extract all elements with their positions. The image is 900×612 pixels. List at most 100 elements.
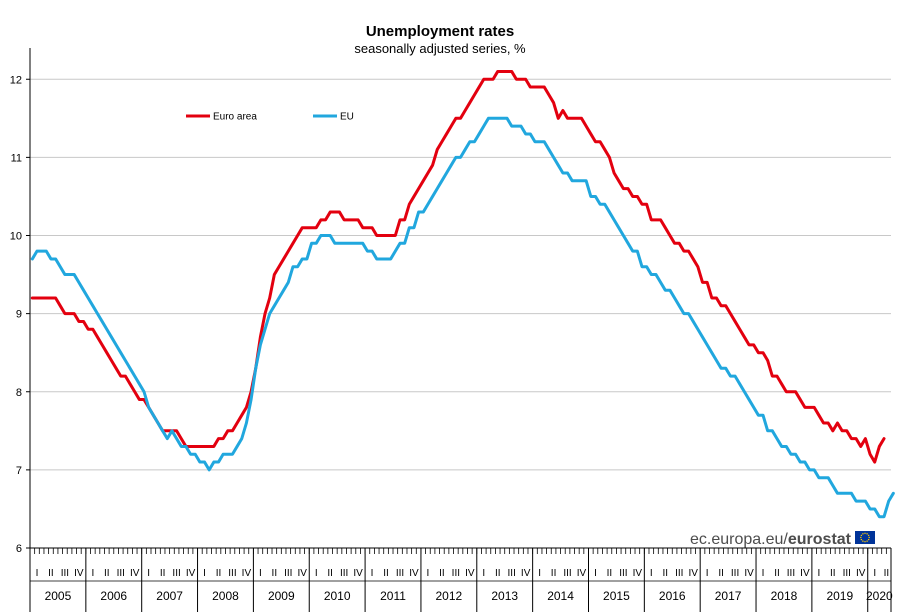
- series-line-euro-area: [30, 69, 886, 464]
- x-year-label: 2010: [324, 589, 351, 603]
- x-quarter-label: IV: [800, 568, 810, 579]
- x-quarter-label: I: [482, 568, 485, 579]
- eu-flag-star: [864, 541, 866, 543]
- x-quarter-label: III: [563, 568, 571, 579]
- eu-flag-star: [862, 533, 864, 535]
- brand-text-bold: eurostat: [788, 531, 852, 548]
- x-quarter-label: III: [340, 568, 348, 579]
- y-axis-ticks: 6 7 8 9 10 11 12: [10, 74, 30, 555]
- y-tick-label: 10: [10, 231, 22, 243]
- x-quarter-label: III: [508, 568, 516, 579]
- eu-flag-star: [868, 536, 870, 539]
- x-quarter-label: I: [538, 568, 541, 579]
- chart-subtitle: seasonally adjusted series, %: [354, 41, 526, 56]
- x-quarter-label: II: [216, 568, 222, 579]
- x-year-label: 2020: [866, 589, 893, 603]
- x-quarter-label: IV: [577, 568, 587, 579]
- x-quarter-label: III: [61, 568, 69, 579]
- x-quarter-label: III: [787, 568, 795, 579]
- x-quarter-label: IV: [353, 568, 363, 579]
- x-quarter-label: III: [172, 568, 180, 579]
- eu-flag-star: [860, 534, 863, 537]
- eu-flag-icon: [855, 531, 875, 544]
- y-tick-label: 7: [16, 465, 22, 477]
- x-year-label: 2011: [380, 589, 406, 603]
- x-quarter-label: I: [91, 568, 94, 579]
- x-quarter-label: I: [427, 568, 430, 579]
- x-quarter-label: I: [706, 568, 709, 579]
- x-quarter-label: IV: [242, 568, 252, 579]
- x-year-label: 2018: [771, 589, 798, 603]
- x-quarter-label: IV: [633, 568, 643, 579]
- x-quarter-label: IV: [521, 568, 531, 579]
- eu-flag-star: [860, 536, 862, 539]
- x-quarter-label: I: [650, 568, 653, 579]
- x-year-label: 2019: [826, 589, 853, 603]
- x-quarter-label: III: [452, 568, 460, 579]
- x-quarter-label: III: [396, 568, 404, 579]
- eu-flag-star: [867, 534, 870, 537]
- x-quarter-label: IV: [130, 568, 140, 579]
- x-quarter-label: II: [327, 568, 333, 579]
- x-quarter-label: II: [607, 568, 613, 579]
- x-quarter-label: I: [762, 568, 765, 579]
- x-quarter-label: II: [272, 568, 278, 579]
- x-quarter-label: I: [203, 568, 206, 579]
- legend: Euro area EU: [186, 112, 354, 123]
- legend-label-eu: EU: [340, 112, 354, 123]
- x-quarter-label: I: [315, 568, 318, 579]
- x-year-label: 2015: [603, 589, 630, 603]
- x-quarter-label: II: [884, 568, 890, 579]
- x-quarter-label: III: [843, 568, 851, 579]
- x-quarter-label: II: [383, 568, 389, 579]
- x-quarter-label: IV: [465, 568, 475, 579]
- x-year-label: 2009: [268, 589, 295, 603]
- x-quarter-label: I: [147, 568, 150, 579]
- x-quarter-label: III: [675, 568, 683, 579]
- brand-text-regular: ec.europa.eu/: [690, 531, 788, 548]
- x-quarter-label: IV: [409, 568, 419, 579]
- x-quarter-label: II: [160, 568, 166, 579]
- y-tick-label: 11: [11, 152, 22, 164]
- x-year-label: 2006: [100, 589, 127, 603]
- x-quarter-label: I: [36, 568, 39, 579]
- y-tick-label: 6: [16, 543, 22, 555]
- x-quarter-label: IV: [298, 568, 308, 579]
- x-year-label: 2014: [547, 589, 574, 603]
- x-quarter-label: I: [371, 568, 374, 579]
- x-quarter-label: II: [774, 568, 780, 579]
- series-lines: [30, 69, 895, 519]
- x-quarter-label: III: [619, 568, 627, 579]
- x-quarter-label: II: [830, 568, 836, 579]
- series-line-eu: [30, 116, 895, 519]
- chart-title: Unemployment rates: [366, 23, 514, 40]
- y-tick-label: 12: [10, 74, 22, 86]
- x-quarter-label: III: [731, 568, 739, 579]
- brand-text: ec.europa.eu/eurostat: [690, 531, 852, 548]
- eu-flag-field: [855, 531, 875, 544]
- x-quarter-label: IV: [688, 568, 698, 579]
- eu-flag-star: [860, 538, 863, 541]
- x-quarter-label: II: [718, 568, 724, 579]
- x-quarter-label: II: [662, 568, 668, 579]
- x-year-label: 2016: [659, 589, 686, 603]
- x-year-label: 2005: [45, 589, 72, 603]
- x-axis: I II III IV I II III IV I II III IV I II III IV I II III IV…: [29, 48, 893, 612]
- x-quarter-label: I: [259, 568, 262, 579]
- x-year-label: 2012: [436, 589, 463, 603]
- x-quarter-label: II: [48, 568, 54, 579]
- x-year-label: 2017: [715, 589, 742, 603]
- legend-label-euro-area: Euro area: [213, 112, 257, 123]
- y-tick-label: 8: [16, 387, 22, 399]
- x-quarter-label: IV: [744, 568, 754, 579]
- x-quarter-label: II: [104, 568, 110, 579]
- x-quarter-label: II: [439, 568, 445, 579]
- gridlines: [30, 78, 891, 471]
- eurostat-brand: ec.europa.eu/eurostat: [690, 531, 875, 548]
- x-quarter-label: III: [284, 568, 292, 579]
- eu-flag-star: [862, 540, 864, 542]
- eu-flag-star: [866, 533, 868, 535]
- x-quarter-label: I: [594, 568, 597, 579]
- eu-flag-star: [864, 532, 866, 534]
